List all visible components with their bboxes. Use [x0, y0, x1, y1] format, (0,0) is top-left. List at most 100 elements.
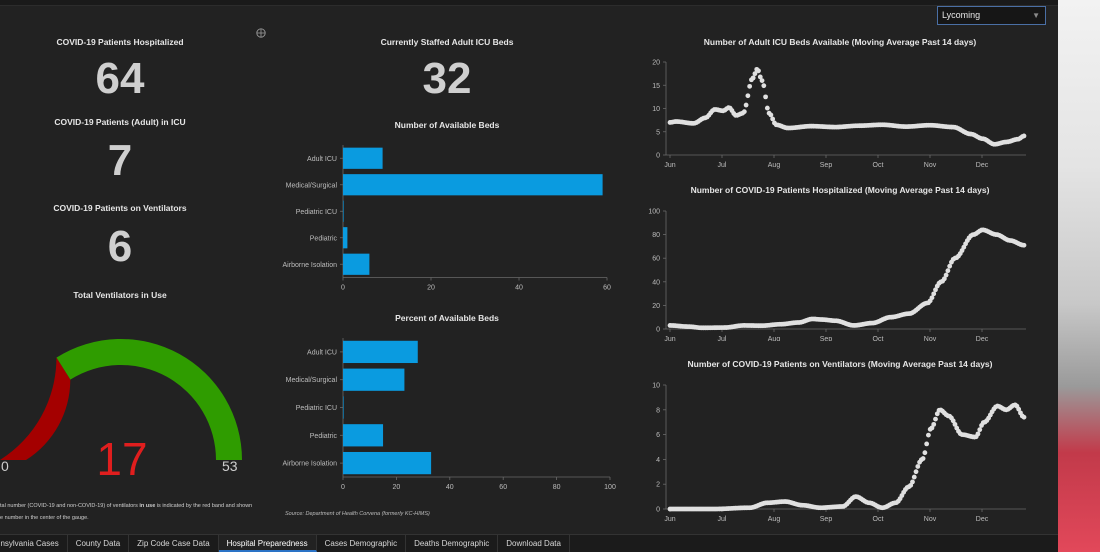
- bar: [343, 200, 344, 222]
- ventilator-gauge: [0, 339, 242, 460]
- tab-hospital-preparedness[interactable]: Hospital Preparedness: [218, 535, 317, 552]
- data-point: [770, 116, 776, 122]
- bar: [343, 253, 370, 275]
- hospitalized-value: 64: [95, 54, 145, 103]
- data-point: [931, 421, 937, 427]
- hospitalized-title: COVID-19 Patients Hospitalized: [56, 37, 184, 47]
- x-tick-label: 60: [603, 285, 611, 292]
- data-point: [745, 93, 751, 99]
- category-label: Pediatric ICU: [296, 209, 337, 216]
- data-point: [947, 263, 953, 269]
- x-tick-label: 60: [499, 484, 507, 491]
- data-point: [764, 105, 770, 111]
- tab-zip-code-case-data[interactable]: Zip Code Case Data: [129, 535, 219, 552]
- top-bar: [0, 0, 1058, 6]
- dashboard-panel: [0, 6, 1058, 534]
- data-point: [933, 287, 938, 293]
- x-tick-label: 100: [604, 484, 616, 491]
- y-tick-label: 8: [656, 407, 660, 414]
- data-point: [911, 474, 917, 480]
- data-point: [977, 427, 983, 433]
- line-chart-1-title: Number of Adult ICU Beds Available (Movi…: [703, 37, 977, 47]
- data-point: [929, 295, 935, 301]
- category-label: Adult ICU: [307, 349, 337, 356]
- category-label: Pediatric ICU: [296, 405, 337, 412]
- data-point: [931, 291, 937, 297]
- vent-value: 6: [107, 222, 133, 271]
- y-tick-label: 20: [652, 303, 660, 310]
- data-point: [920, 456, 926, 461]
- grid-icon[interactable]: [256, 28, 266, 38]
- staffed-value: 32: [422, 54, 472, 103]
- data-point: [743, 102, 749, 108]
- y-tick-label: 20: [652, 60, 660, 67]
- x-tick-label: Oct: [873, 162, 884, 169]
- category-label: Medical/Surgical: [286, 377, 338, 384]
- data-point: [1021, 133, 1027, 139]
- county-select[interactable]: Lycoming ▼: [937, 6, 1046, 25]
- data-point: [941, 276, 947, 282]
- x-tick-label: Jul: [718, 516, 727, 523]
- x-tick-label: 40: [515, 285, 523, 292]
- bar: [343, 368, 405, 391]
- gauge-min: 0: [1, 458, 9, 474]
- x-tick-label: Dec: [976, 336, 989, 341]
- bar: [343, 174, 603, 196]
- data-point: [926, 432, 931, 438]
- y-tick-label: 0: [656, 507, 660, 514]
- icu-value: 7: [107, 136, 133, 185]
- data-point: [950, 418, 956, 424]
- x-tick-label: Jul: [718, 162, 727, 169]
- tab-cases-demographic[interactable]: Cases Demographic: [317, 535, 407, 552]
- data-point: [757, 74, 763, 80]
- data-point: [910, 479, 915, 485]
- gauge-value: 17: [96, 433, 148, 485]
- icu-title: COVID-19 Patients (Adult) in ICU: [54, 117, 186, 127]
- x-tick-label: 40: [446, 484, 454, 491]
- y-tick-label: 6: [656, 432, 660, 439]
- x-tick-label: Oct: [873, 336, 884, 341]
- data-point: [759, 78, 765, 83]
- x-tick-label: 0: [341, 285, 345, 292]
- data-point: [952, 421, 958, 427]
- bar: [343, 396, 344, 419]
- background-photo-edge: [1058, 0, 1100, 552]
- hospitalized-trend-chart: 0 20 40 60 80 100 Jun Jul Aug Sep Oct Nov Dec: [648, 209, 1027, 341]
- y-tick-label: 60: [652, 256, 660, 263]
- x-tick-label: Dec: [976, 162, 989, 169]
- y-tick-label: 40: [652, 279, 660, 286]
- x-tick-label: Aug: [768, 516, 781, 523]
- data-point: [1016, 406, 1022, 412]
- x-tick-label: Sep: [820, 162, 833, 169]
- gauge-note-line2: e number in the center of the gauge.: [0, 515, 89, 521]
- x-tick-label: Jun: [664, 516, 675, 523]
- staffed-title: Currently Staffed Adult ICU Beds: [380, 37, 514, 47]
- tab-county-data[interactable]: County Data: [68, 535, 130, 552]
- y-tick-label: 0: [656, 153, 660, 160]
- data-point: [763, 94, 768, 100]
- y-tick-label: 5: [656, 129, 660, 136]
- percent-beds-chart: 0 20 40 60 80 100 Adult ICU Medical/Surgical Ped…: [283, 338, 616, 491]
- category-label: Airborne Isolation: [283, 262, 338, 269]
- tab-nnsylvania-cases[interactable]: nnsylvania Cases: [0, 535, 68, 552]
- available-beds-chart: 0 20 40 60 Adult ICU Medical/Surgical Pediatri…: [283, 145, 611, 292]
- y-tick-label: 0: [656, 327, 660, 334]
- data-point: [750, 75, 756, 81]
- tab-download-data[interactable]: Download Data: [498, 535, 570, 552]
- y-tick-label: 10: [652, 106, 660, 113]
- bar: [343, 424, 384, 447]
- x-tick-label: Jun: [664, 336, 675, 341]
- gauge-note-b: in use: [139, 503, 156, 509]
- tab-bar: nnsylvania Cases County Data Zip Code Case…: [0, 534, 1058, 552]
- x-tick-label: 0: [341, 484, 345, 491]
- gauge-note: tal number (COVID-19 and non-COVID-19) o…: [0, 500, 268, 524]
- data-point: [761, 83, 767, 89]
- bar: [343, 147, 383, 169]
- y-tick-label: 4: [656, 457, 660, 464]
- tab-deaths-demographic[interactable]: Deaths Demographic: [406, 535, 499, 552]
- x-tick-label: Jun: [664, 162, 675, 169]
- gauge-green-band: [56, 339, 242, 460]
- x-tick-label: Nov: [924, 162, 937, 169]
- data-point: [943, 272, 949, 278]
- icu-beds-available-chart: 0 5 10 15 20 Jun Jul Aug Sep Oct Nov Dec: [652, 60, 1027, 169]
